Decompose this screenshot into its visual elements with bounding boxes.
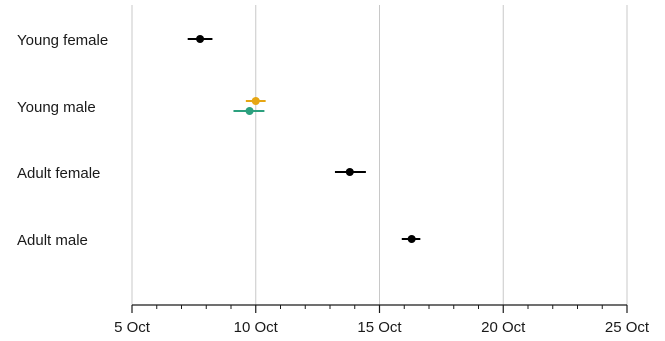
data-point-group [187,35,213,43]
category-labels: Young female Young male Adult female Adult … [17,32,108,249]
x-axis: 5 Oct 10 Oct 15 Oct 20 Oct 25 Oct [114,304,650,336]
grid-layer [131,5,628,305]
x-tick-label-4: 25 Oct [605,319,650,336]
data-point [245,107,254,115]
category-label-1: Young male [17,99,96,116]
data-point [196,35,205,43]
data-points [187,35,421,243]
data-point-group [334,168,366,176]
data-point-group [233,107,265,115]
category-label-3: Adult male [17,232,88,249]
x-tick-label-3: 20 Oct [481,319,526,336]
data-point [407,235,416,243]
data-point-group [401,235,421,243]
category-label-2: Adult female [17,165,100,182]
x-tick-label-2: 15 Oct [357,319,402,336]
x-tick-label-1: 10 Oct [234,319,279,336]
data-point [345,168,354,176]
data-point [251,97,260,105]
category-label-0: Young female [17,32,108,49]
x-tick-label-0: 5 Oct [114,319,151,336]
data-point-group [245,97,266,105]
